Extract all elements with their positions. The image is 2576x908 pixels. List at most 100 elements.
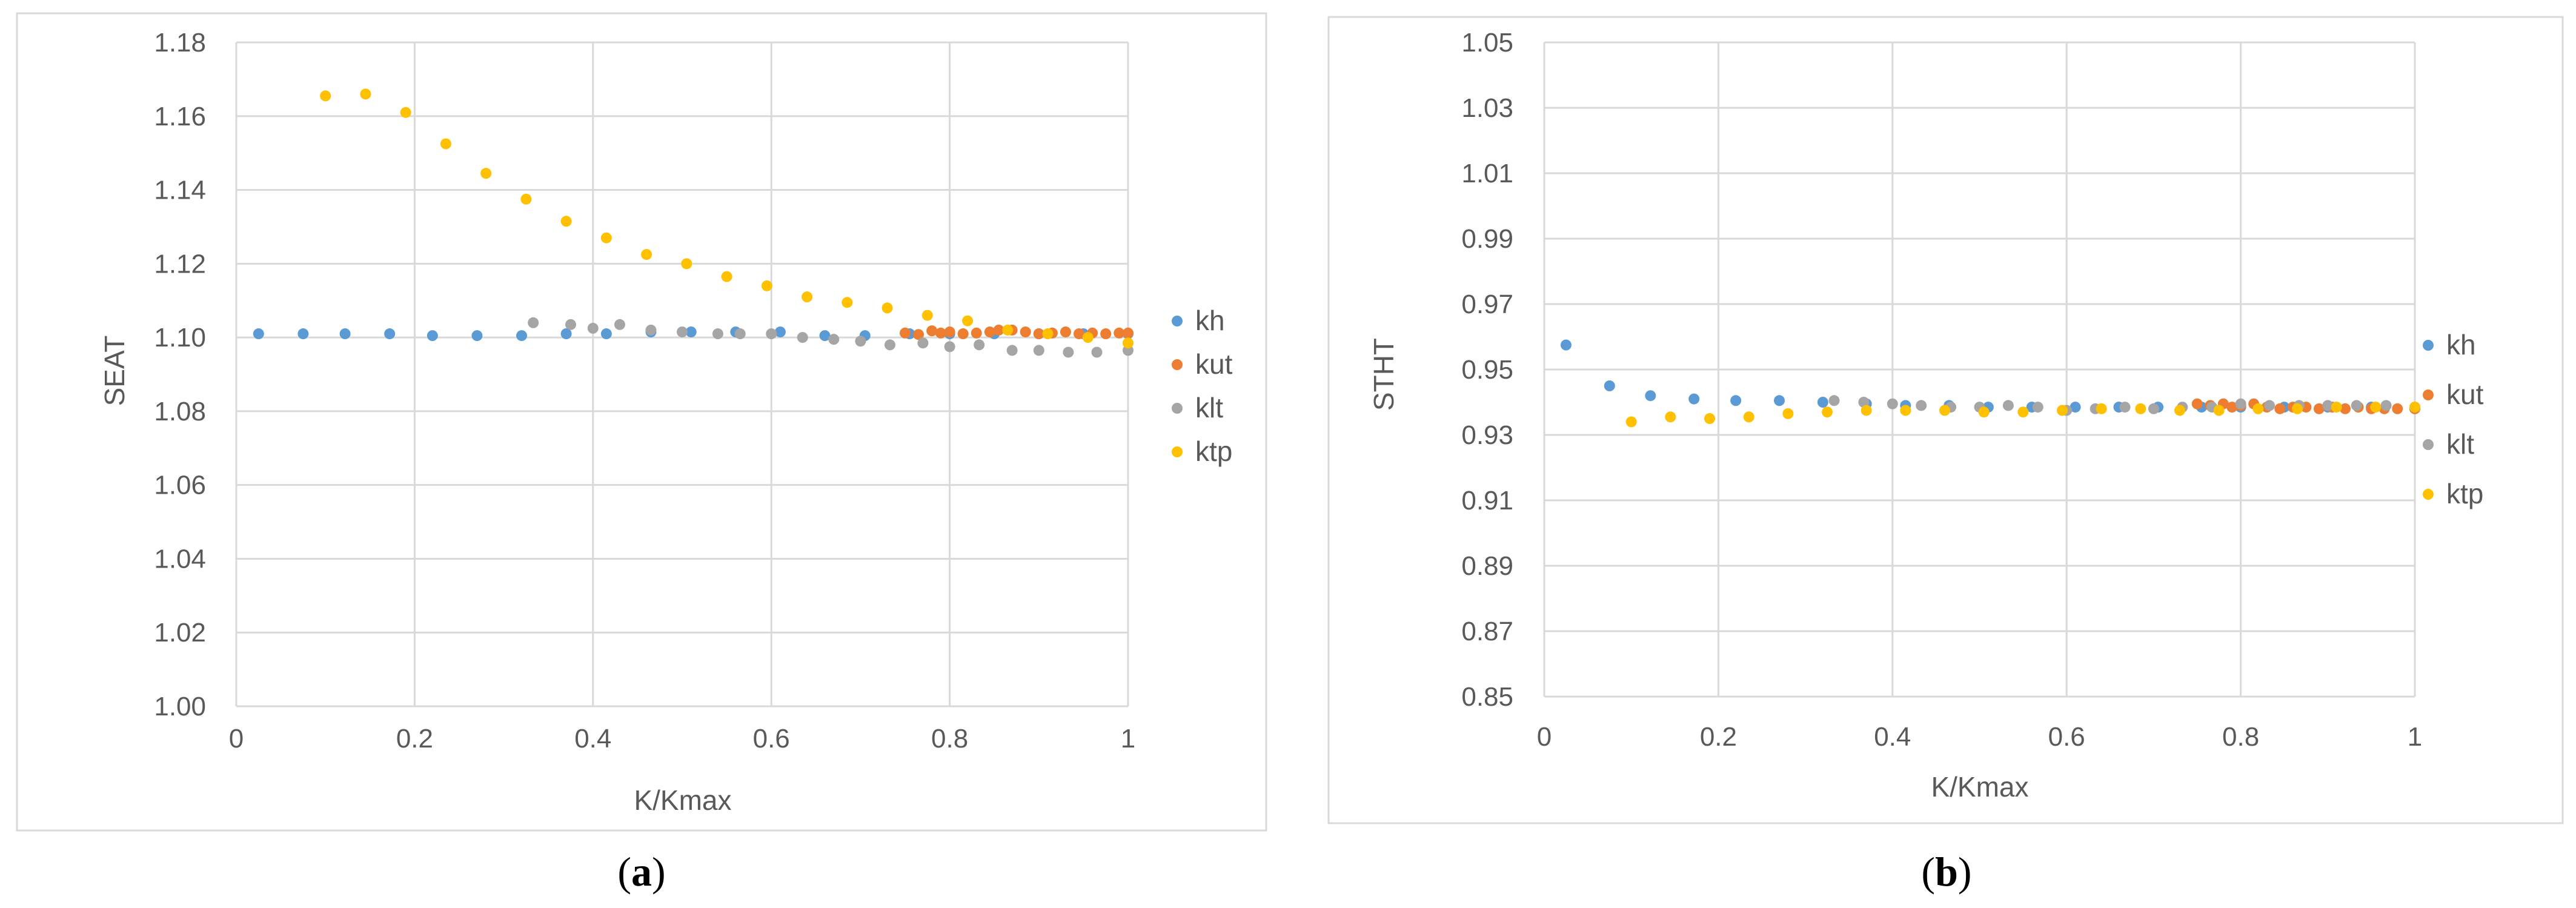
point-ktp [1002,324,1014,336]
point-ktp [802,291,813,303]
x-tick-label: 0.2 [1700,722,1737,752]
y-tick-label: 1.08 [154,397,206,426]
x-axis-title: K/Kmax [634,784,731,816]
point-ktp [2213,405,2225,416]
point-ktp [320,90,331,102]
y-tick-label: 1.04 [154,544,206,574]
caption-letter: b [1935,849,1958,895]
legend: kh kut klt ktp [1172,305,1233,467]
point-klt [1828,395,1840,406]
point-kh [774,326,786,337]
point-klt [528,317,539,328]
x-tick-label: 0.4 [574,724,611,754]
x-tick-labels: 0 0.2 0.4 0.6 0.8 1 [1537,722,2422,752]
y-tick-label: 0.85 [1461,682,1513,712]
point-klt [917,337,929,349]
point-kh [685,326,697,337]
point-klt [974,339,985,351]
y-tick-label: 1.05 [1461,28,1513,58]
point-klt [1887,398,1898,409]
data-points [1560,339,2420,428]
point-kut [1114,327,1125,339]
y-tick-label: 1.00 [154,692,206,721]
y-tick-label: 0.99 [1461,224,1513,254]
x-tick-label: 0 [229,724,244,754]
x-tick-label: 0.6 [2048,722,2085,752]
y-tick-labels: 1.00 1.02 1.04 1.06 1.08 1.10 1.12 1.14 1.16 1.18 [154,28,206,721]
point-ktp [1743,411,1754,423]
point-klt [587,322,599,334]
point-klt [1858,397,1870,408]
point-ktp [1861,405,1872,416]
point-ktp [2057,405,2068,416]
y-tick-label: 1.14 [154,176,206,205]
x-tick-label: 0.6 [753,724,790,754]
point-klt [1091,346,1103,358]
point-kut [957,328,969,340]
point-kh [819,330,831,342]
y-tick-label: 1.01 [1461,159,1513,188]
point-klt [712,328,723,340]
legend-marker-klt [2423,439,2434,450]
legend-label-kut: kut [1195,348,1233,380]
point-ktp [2331,402,2342,413]
x-axis-title: K/Kmax [1931,771,2028,803]
y-tick-label: 0.97 [1461,290,1513,319]
point-klt [2235,398,2246,409]
x-tick-label: 1 [2408,722,2422,752]
point-kut [971,327,982,339]
x-tick-label: 0.8 [931,724,968,754]
point-kh [560,328,572,340]
point-ktp [1900,405,1911,416]
data-points [253,88,1134,358]
point-ktp [881,302,893,314]
point-ktp [2135,403,2146,414]
point-kut [1060,326,1071,337]
point-ktp [1625,416,1637,428]
point-ktp [400,107,411,118]
point-kut [1074,328,1085,340]
point-klt [828,334,840,345]
point-kut [1020,326,1031,337]
point-kh [384,328,396,340]
point-ktp [641,249,652,260]
point-kh [471,330,483,342]
point-kut [2392,403,2403,414]
point-klt [614,319,625,330]
point-ktp [2409,402,2420,413]
x-tick-label: 0 [1537,722,1552,752]
point-klt [645,324,657,336]
point-ktp [1082,332,1094,343]
point-kut [900,327,911,339]
legend-label-kut: kut [2446,379,2484,410]
point-ktp [520,193,532,205]
legend-label-ktp: ktp [1195,436,1232,467]
point-ktp [600,232,612,244]
y-tick-label: 1.18 [154,28,206,58]
legend-label-klt: klt [1195,392,1223,423]
y-tick-label: 0.95 [1461,355,1513,385]
point-kut [993,324,1004,336]
point-kut [1033,328,1044,340]
point-klt [1916,400,1927,411]
point-ktp [1042,328,1054,340]
point-ktp [761,280,772,291]
point-ktp [2096,403,2107,414]
point-klt [2264,400,2276,411]
gridlines [1543,41,2416,698]
point-klt [944,341,955,353]
point-kut [2313,403,2325,414]
point-kut [935,327,946,339]
y-tick-labels: 0.85 0.87 0.89 0.91 0.93 0.95 0.97 0.99 1.01 1.03… [1461,28,1513,712]
point-klt [797,332,808,343]
legend-marker-kh [1172,316,1183,326]
point-kh [427,330,438,342]
y-tick-label: 1.06 [154,471,206,500]
point-klt [2380,400,2392,411]
point-ktp [1123,337,1134,349]
point-kh [253,328,264,340]
point-ktp [721,271,732,282]
point-klt [2148,403,2159,414]
y-tick-label: 1.03 [1461,93,1513,123]
